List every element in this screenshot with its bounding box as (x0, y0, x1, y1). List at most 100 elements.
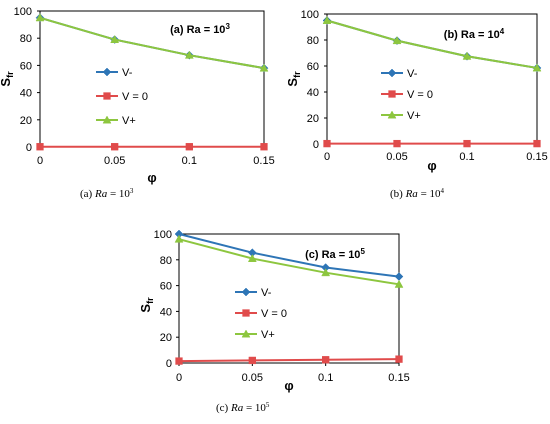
legend-entry: V = 0 (96, 91, 148, 103)
legend-entry: V+ (381, 110, 421, 122)
legend-label: V = 0 (122, 91, 148, 103)
legend-label: V+ (261, 329, 275, 341)
y-tick-label: 100 (154, 229, 172, 241)
series-line (326, 19, 538, 69)
series-line (178, 358, 400, 363)
x-tick-label: 0.15 (388, 372, 409, 384)
legend-label: V- (261, 287, 272, 299)
data-point (247, 253, 257, 262)
y-tick-label: 0 (26, 142, 32, 154)
x-tick-label: 0.05 (242, 372, 263, 384)
panel-caption: (b) Ra = 104 (390, 187, 445, 200)
y-tick-label: 60 (160, 281, 172, 293)
series-line (39, 16, 265, 70)
data-point (259, 63, 269, 72)
data-point (532, 63, 542, 72)
legend-entry: V = 0 (235, 308, 287, 320)
y-tick-label: 40 (160, 306, 172, 318)
data-point (36, 143, 44, 151)
y-tick-label: 0 (313, 139, 319, 151)
data-point (260, 143, 268, 151)
series-Vplus (322, 15, 542, 72)
legend-marker (387, 110, 397, 119)
legend-label: V+ (122, 115, 136, 127)
data-point (321, 268, 331, 277)
data-point (393, 139, 401, 148)
y-tick-label: 0 (166, 358, 172, 370)
legend-label: V- (407, 68, 418, 80)
y-tick-label: 60 (307, 61, 319, 73)
series-line (39, 16, 265, 70)
x-axis-label: φ (147, 170, 156, 185)
y-axis-label: Sfr (0, 71, 15, 87)
data-point (462, 51, 472, 60)
plot-frame (326, 13, 538, 145)
legend-label: V- (122, 67, 133, 79)
data-point (322, 356, 330, 364)
chart-panel-0: 0 20 40 60 80 100 0 0.05 0.1 0.15 φ Sfr (a) Ra = 103… (0, 6, 275, 200)
panel-caption: (c) Ra = 105 (216, 401, 270, 414)
y-axis-label: Sfr (285, 71, 302, 87)
data-point (110, 35, 120, 44)
x-tick-label: 0.05 (386, 151, 407, 163)
series-Vplus (174, 234, 404, 288)
series-line (178, 238, 400, 286)
legend-marker (102, 67, 112, 77)
y-axis-label: Sfr (138, 297, 155, 313)
panel-title: (c) Ra = 105 (305, 247, 365, 261)
plot-frame (39, 10, 265, 148)
data-point (395, 355, 403, 363)
y-tick-label: 20 (20, 115, 32, 127)
x-axis-label: φ (284, 378, 293, 393)
y-tick-label: 20 (160, 332, 172, 344)
legend-label: V = 0 (261, 308, 287, 320)
chart-panel-2: 0 20 40 60 80 100 0 0.05 0.1 0.15 φ Sfr (c) Ra = 105… (138, 229, 410, 414)
y-tick-label: 60 (20, 60, 32, 72)
panel-title: (b) Ra = 104 (444, 27, 505, 41)
y-tick-label: 80 (307, 35, 319, 47)
x-tick-label: 0 (37, 155, 43, 167)
data-point (185, 143, 193, 151)
x-tick-label: 0 (324, 151, 330, 163)
legend-marker (102, 115, 112, 124)
legend-marker (387, 68, 397, 78)
series-line (178, 233, 400, 278)
legend-entry: V+ (96, 115, 136, 127)
legend-label: V = 0 (407, 89, 433, 101)
series-line (326, 19, 538, 69)
data-point (184, 50, 194, 59)
y-tick-label: 80 (20, 33, 32, 45)
y-tick-label: 100 (301, 9, 319, 21)
data-point (35, 13, 45, 22)
data-point (533, 139, 541, 148)
x-tick-label: 0.1 (182, 155, 197, 167)
legend-entry: V- (96, 67, 133, 79)
x-tick-label: 0.1 (459, 151, 474, 163)
legend-entry: V- (235, 287, 272, 299)
data-point (248, 356, 256, 365)
legend-marker (103, 92, 111, 100)
panel-caption: (a) Ra = 103 (80, 187, 134, 200)
data-point (392, 36, 402, 45)
y-tick-label: 20 (307, 113, 319, 125)
legend-marker (242, 309, 250, 317)
plot-frame (178, 233, 400, 364)
y-tick-label: 40 (20, 88, 32, 100)
x-tick-label: 0.05 (104, 155, 125, 167)
x-tick-label: 0 (176, 372, 182, 384)
data-point (463, 139, 471, 148)
x-tick-label: 0.1 (318, 372, 333, 384)
data-point (323, 139, 331, 148)
data-point (322, 15, 332, 24)
data-point (175, 357, 183, 365)
y-tick-label: 100 (14, 6, 32, 18)
data-point (394, 279, 404, 288)
data-point (394, 272, 404, 281)
legend-marker (388, 90, 396, 98)
series-Veq0 (175, 355, 403, 365)
series-Veq0 (323, 139, 541, 148)
series-Veq0 (36, 143, 268, 151)
data-point (111, 143, 119, 151)
legend-marker (241, 287, 251, 297)
